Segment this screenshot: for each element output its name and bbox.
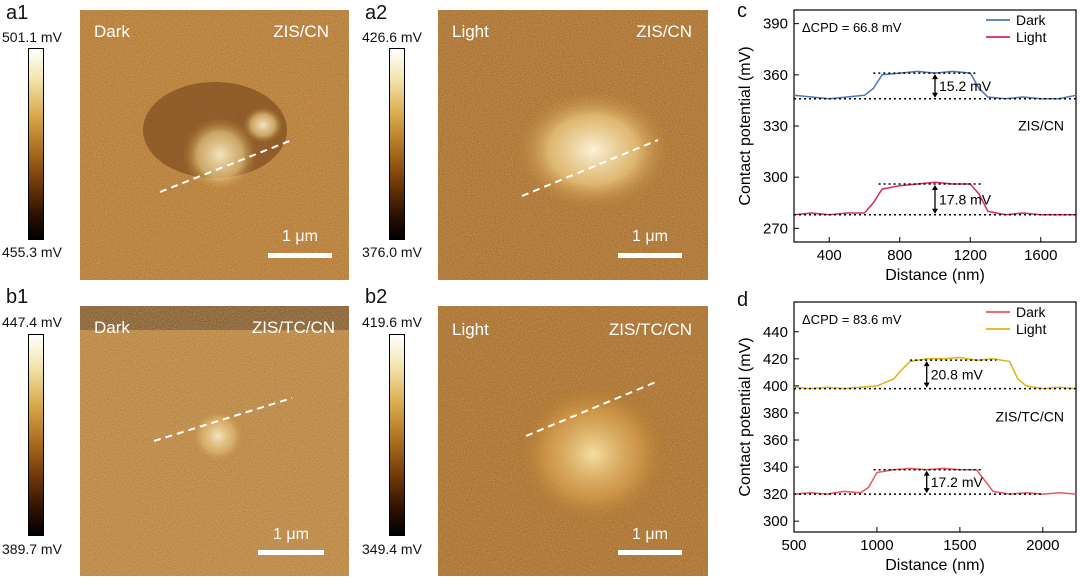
arrow-head-up — [923, 470, 930, 476]
scale-bar-label: 1 μm — [632, 526, 668, 543]
colorbar-b1 — [28, 334, 44, 536]
delta-cpd-annotation: ΔCPD = 83.6 mV — [802, 312, 902, 327]
panel-label-b1: b1 — [6, 286, 29, 308]
colorbar-min-a1: 455.3 mV — [2, 244, 62, 260]
sample-label: ZIS/TC/CN — [996, 409, 1064, 425]
y-tick-label: 390 — [763, 16, 788, 33]
colorbar-a1 — [28, 48, 44, 240]
x-axis-label: Distance (nm) — [885, 267, 985, 284]
step-label: 17.8 mV — [939, 191, 992, 207]
y-tick-label: 440 — [763, 324, 788, 341]
panel-label-a2: a2 — [365, 2, 388, 24]
y-axis-label: Contact potential (mV) — [737, 337, 754, 496]
y-tick-label: 330 — [763, 118, 788, 135]
legend-label-dark: Dark — [1016, 304, 1047, 320]
y-tick-label: 360 — [763, 432, 788, 449]
step-label: 15.2 mV — [939, 78, 992, 94]
arrow-head-up — [923, 361, 930, 367]
image-sample-label: ZIS/CN — [273, 22, 329, 41]
colorbar-min-b2: 349.4 mV — [362, 541, 422, 557]
delta-cpd-annotation: ΔCPD = 66.8 mV — [802, 20, 902, 35]
arrow-head-up — [932, 74, 938, 80]
image-sample-label: ZIS/TC/CN — [608, 320, 692, 339]
plot-frame — [793, 301, 1077, 533]
arrow-head-down — [923, 382, 930, 388]
x-tick-label: 1500 — [943, 537, 976, 554]
legend-label-dark: Dark — [1016, 12, 1047, 28]
colorbar-max-b1: 447.4 mV — [2, 314, 62, 330]
scale-bar — [268, 253, 332, 258]
kpfm-image-b1: Dark ZIS/TC/CN 1 μm — [80, 306, 349, 576]
panel-label-c: c — [737, 0, 747, 22]
panel-label-b2: b2 — [365, 286, 388, 308]
colorbar-max-a1: 501.1 mV — [2, 29, 62, 45]
kpfm-image-b2: Light ZIS/TC/CN 1 μm — [438, 306, 708, 576]
panel-label-a1: a1 — [6, 2, 29, 24]
scale-bar-label: 1 μm — [282, 228, 318, 245]
x-tick-label: 800 — [887, 247, 912, 264]
colorbar-min-a2: 376.0 mV — [362, 244, 422, 260]
arrow-head-down — [923, 488, 930, 494]
y-tick-label: 270 — [763, 220, 788, 237]
image-sample-label: ZIS/TC/CN — [251, 318, 335, 337]
scale-bar — [258, 550, 324, 555]
series-line-light — [793, 356, 1077, 390]
y-tick-label: 340 — [763, 459, 788, 476]
scale-bar — [618, 253, 682, 258]
x-tick-label: 2000 — [1026, 537, 1059, 554]
sample-label: ZIS/CN — [1018, 118, 1064, 134]
series-line-light — [793, 181, 1076, 216]
colorbar-min-b1: 389.7 mV — [2, 541, 62, 557]
image-condition-label: Light — [452, 320, 489, 339]
image-condition-label: Light — [452, 22, 489, 41]
step-label: 20.8 mV — [931, 366, 984, 382]
kpfm-image-a2: Light ZIS/CN 1 μm — [438, 10, 708, 280]
y-axis-label: Contact potential (mV) — [737, 46, 754, 205]
legend-label-light: Light — [1016, 321, 1046, 337]
colorbar-max-a2: 426.6 mV — [362, 29, 422, 45]
y-tick-label: 360 — [763, 67, 788, 84]
colorbar-b2 — [389, 334, 405, 536]
y-tick-label: 420 — [763, 351, 788, 368]
panel-label-d: d — [737, 289, 749, 311]
arrow-head-down — [932, 92, 938, 98]
line-profile-chart-c: 400 800 1200 1600 270 300 330 360 390 Distance (n… — [737, 9, 1077, 284]
kpfm-image-a1: Dark ZIS/CN 1 μm — [80, 10, 349, 280]
x-axis-label: Distance (nm) — [885, 557, 985, 574]
y-tick-label: 300 — [763, 169, 788, 186]
legend-label-light: Light — [1016, 29, 1046, 45]
colorbar-max-b2: 419.6 mV — [362, 314, 422, 330]
scale-bar — [618, 550, 682, 555]
image-condition-label: Dark — [94, 318, 130, 337]
scale-bar-label: 1 μm — [632, 228, 668, 245]
image-sample-label: ZIS/CN — [636, 22, 692, 41]
scale-bar-label: 1 μm — [273, 526, 309, 543]
arrow-head-up — [932, 185, 938, 190]
x-tick-label: 500 — [781, 537, 806, 554]
colorbar-a2 — [389, 48, 405, 240]
y-tick-label: 380 — [763, 405, 788, 422]
x-tick-label: 1600 — [1024, 247, 1057, 264]
x-tick-label: 1000 — [860, 537, 893, 554]
y-tick-label: 320 — [763, 486, 788, 503]
x-tick-label: 400 — [817, 247, 842, 264]
image-condition-label: Dark — [94, 22, 130, 41]
x-tick-label: 1200 — [954, 247, 987, 264]
y-tick-label: 300 — [763, 513, 788, 530]
step-label: 17.2 mV — [931, 474, 984, 490]
line-profile-chart-d: 500 1000 1500 2000 300 320 340 360 380 400 420 440 D… — [737, 301, 1077, 574]
arrow-head-down — [932, 208, 938, 214]
y-tick-label: 400 — [763, 378, 788, 395]
